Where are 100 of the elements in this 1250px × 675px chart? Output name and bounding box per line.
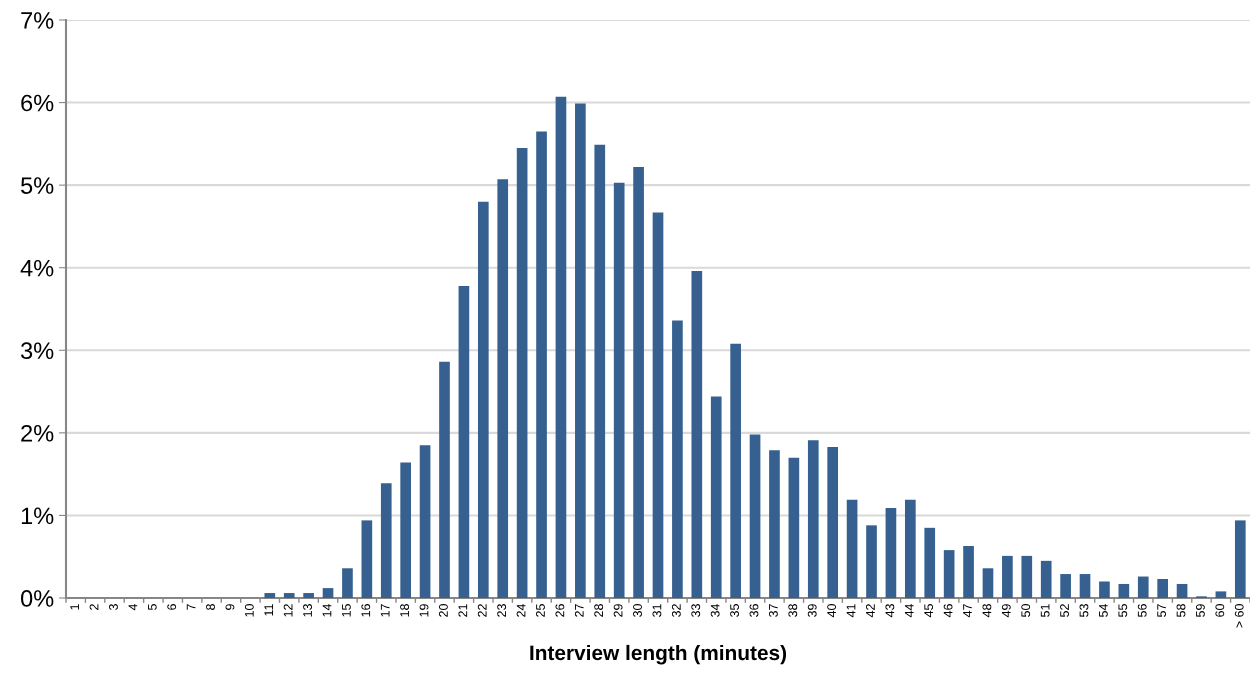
bar [477,201,489,598]
x-tick-label: 42 [866,604,875,618]
bar [1060,574,1071,598]
y-tick-label: 0% [20,590,54,607]
x-tick-label: 10 [244,604,254,617]
bar [730,343,741,598]
bar [497,179,509,598]
bar [982,568,994,598]
x-tick-label: 15 [342,604,351,617]
x-tick-label: 16 [361,604,371,617]
x-tick-label: 9 [225,604,235,610]
bar [1099,581,1110,598]
x-tick-label: 22 [477,604,487,617]
x-tick-label: 50 [1021,604,1031,617]
x-tick-label: 35 [730,604,739,617]
x-tick-label: 39 [807,604,817,617]
x-tick-label: 7 [186,604,196,610]
y-tick-label: 1% [21,507,54,525]
bar [264,593,276,598]
x-tick-label: 25 [536,604,545,617]
x-tick-label: 30 [633,604,642,617]
x-tick-label: 24 [516,603,526,617]
x-tick-label: 37 [768,604,778,617]
bar [283,593,295,598]
bar [1021,555,1033,598]
x-tick-label: 36 [749,604,759,617]
x-tick-label: 53 [1079,604,1089,617]
x-tick-label: 60 [1215,604,1225,617]
x-tick-label: 33 [691,604,701,617]
x-tick-label: 29 [613,604,623,617]
y-tick-label: 4% [20,259,54,277]
bar [458,285,470,598]
x-tick-label: 41 [846,604,856,618]
x-tick-label: 14 [322,603,332,617]
bar [361,520,373,598]
bar [575,103,586,598]
bar [691,271,703,598]
bar [769,450,780,598]
x-tick-label: 58 [1176,604,1186,617]
y-tick-label: 6% [21,94,54,112]
x-tick-label: 45 [924,604,934,618]
x-tick-label: 48 [982,604,992,618]
bar [1079,574,1091,598]
bar [652,212,664,598]
x-tick-label: 1 [70,604,79,610]
x-tick-label: 57 [1157,604,1167,617]
bar [963,545,974,598]
bar [1040,560,1052,598]
bar [924,527,936,598]
x-tick-label: 13 [303,604,312,617]
x-tick-label: 5 [147,604,157,611]
bar [613,182,625,598]
bar [1157,579,1168,598]
x-tick-label: 4 [128,603,138,611]
bar [342,568,353,598]
bar [904,499,916,598]
bar [749,434,761,598]
x-tick-label: 27 [574,604,584,617]
x-tick-label: 56 [1137,604,1147,617]
x-tick-label: 28 [594,604,604,617]
x-tick-label: 59 [1195,604,1205,617]
x-tick-label: 44 [904,603,914,618]
y-tick-label: 3% [20,342,54,360]
bar [866,525,877,598]
bar [1234,520,1246,598]
x-tick-label: 55 [1118,604,1128,617]
bar [303,593,314,598]
x-tick-label: 38 [788,604,798,617]
bar [827,446,839,598]
bar [672,320,683,598]
bar [1002,555,1013,598]
y-tick-label: 5% [21,177,54,194]
bar [380,483,392,598]
bar [807,440,819,598]
x-tick-label: 32 [671,604,681,617]
x-tick-label: 23 [497,604,507,617]
x-tick-label: 52 [1060,604,1069,617]
x-tick-label: 21 [458,604,468,617]
x-tick-label: 2 [89,604,99,610]
x-tick-label: 18 [400,604,410,617]
bar [536,131,547,598]
x-tick-label: 51 [1040,604,1050,617]
bar [885,508,897,598]
x-tick-label: 8 [206,604,215,610]
bar [1118,583,1130,598]
bar [1176,583,1188,598]
x-tick-label: 47 [963,604,972,618]
bar [555,96,567,598]
x-tick-label: 31 [652,604,662,617]
bar [516,147,528,598]
y-tick-label: 2% [21,424,54,442]
y-tick-label: 7% [21,12,54,29]
x-tick-label: 12 [283,604,293,617]
bar [439,361,450,598]
x-tick-label: 6 [167,604,177,610]
x-axis-title: Interview length (minutes) [530,644,787,665]
x-tick-label: 46 [943,604,953,618]
x-tick-label: 40 [827,604,837,618]
bar [322,588,334,598]
x-tick-label: 49 [1001,604,1011,618]
